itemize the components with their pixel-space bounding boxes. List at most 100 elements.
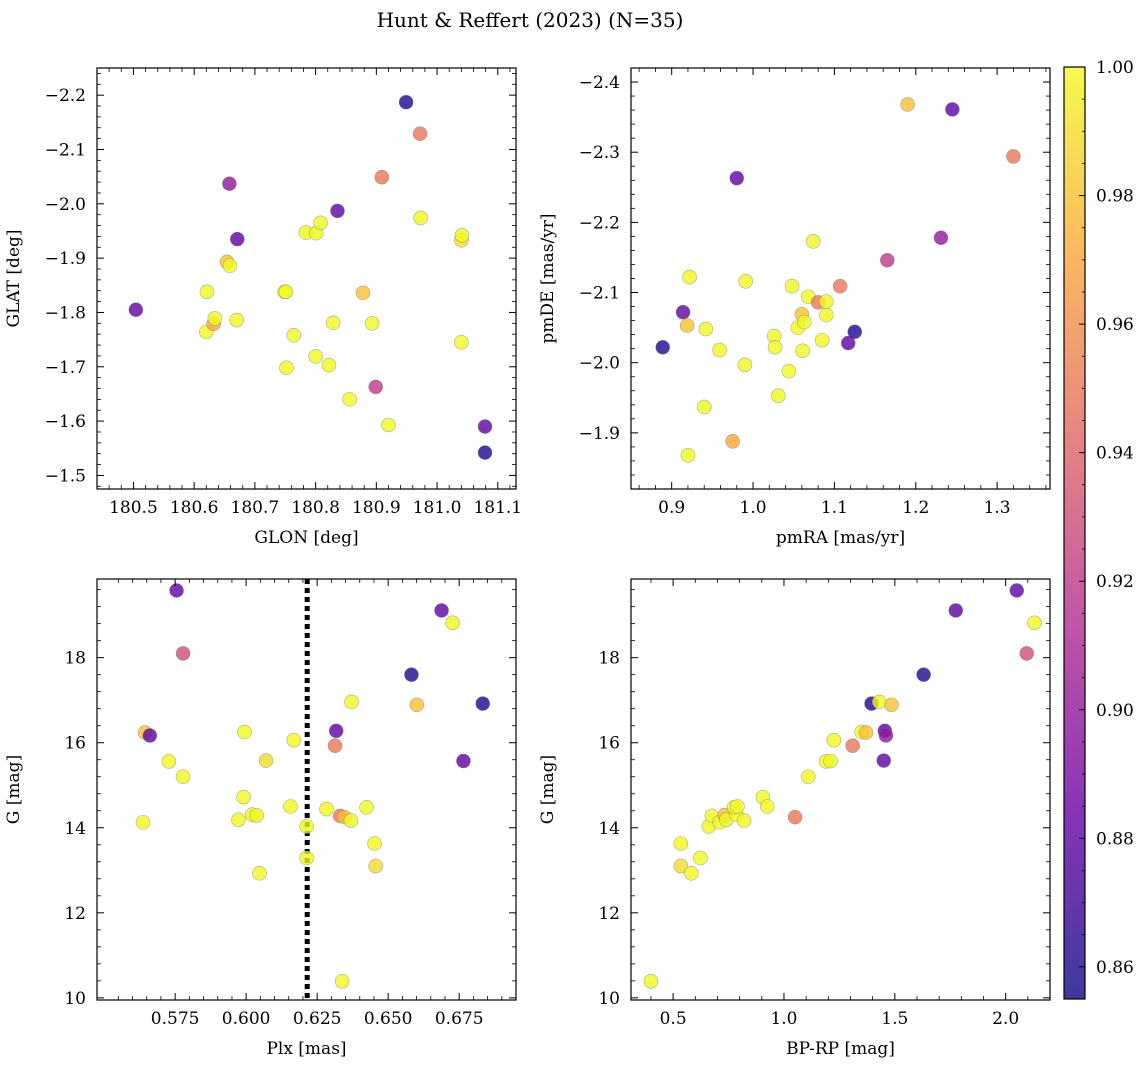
colorbar-tick-label: 0.92	[1096, 572, 1134, 592]
y-tick-label: −2.1	[45, 140, 86, 160]
panel-glon-glat: 180.5 180.6 180.7 180.8 180.9 181.0 181.1 −2.2 −…	[4, 67, 522, 548]
scatter-points	[643, 583, 1042, 989]
panel-bprp-g: 0.5 1.0 1.5 2.0 10 12 14 16 18 BP-RP [mag] G [mag]	[538, 578, 1051, 1059]
data-point	[655, 339, 671, 355]
scatter-points	[128, 94, 493, 460]
data-point	[477, 445, 493, 460]
data-point	[404, 667, 419, 682]
data-point	[840, 335, 856, 351]
axes-frame	[96, 67, 517, 490]
data-point	[258, 753, 274, 768]
data-point	[673, 858, 689, 874]
x-tick-label: 180.9	[352, 498, 401, 518]
colorbar-gradient	[1064, 67, 1085, 999]
data-point	[412, 126, 428, 142]
data-point	[725, 433, 740, 449]
data-point	[364, 316, 380, 331]
data-point	[1006, 149, 1021, 164]
data-point	[818, 307, 834, 323]
data-point	[1009, 583, 1025, 598]
colorbar-tick-label: 0.88	[1096, 829, 1134, 849]
y-tick-label: −1.9	[45, 249, 86, 269]
data-point	[1027, 615, 1042, 631]
data-point	[249, 808, 264, 823]
colorbar-tick-label: 0.90	[1096, 701, 1134, 721]
data-point	[698, 321, 714, 337]
x-tick-label: 0.650	[364, 1009, 413, 1029]
data-point	[398, 94, 414, 110]
data-point	[328, 723, 344, 739]
data-point	[299, 850, 314, 866]
y-tick-label: −2.3	[579, 143, 620, 163]
scatter-points	[135, 583, 491, 989]
data-point	[128, 302, 144, 318]
data-point	[948, 603, 964, 618]
data-point	[169, 583, 184, 598]
x-tick-label: 180.5	[109, 498, 158, 518]
y-axis-label: pmDE [mas/yr]	[538, 213, 558, 343]
data-point	[826, 732, 842, 748]
data-point	[673, 836, 689, 851]
data-point	[684, 865, 699, 881]
y-tick-label: 10	[598, 989, 620, 1009]
axes-frame	[96, 578, 517, 1001]
y-tick-label: 16	[64, 734, 86, 754]
data-point	[286, 327, 302, 343]
data-point	[818, 294, 834, 309]
data-point	[787, 809, 803, 825]
data-point	[231, 812, 246, 827]
data-point	[832, 278, 848, 294]
data-point	[884, 697, 899, 713]
data-point	[796, 314, 812, 330]
data-point	[878, 728, 894, 743]
x-tick-label: 1.2	[902, 498, 929, 518]
data-point	[374, 169, 390, 185]
data-point	[801, 769, 816, 785]
data-point	[334, 973, 350, 989]
y-axis-label: G [mag]	[4, 755, 24, 824]
data-point	[781, 363, 797, 379]
y-tick-label: −1.9	[579, 424, 620, 444]
x-axis-label: BP-RP [mag]	[786, 1039, 895, 1059]
data-point	[475, 696, 491, 711]
y-tick-label: −1.8	[45, 303, 86, 323]
data-point	[327, 738, 343, 753]
x-axis-label: GLON [deg]	[254, 528, 358, 548]
data-point	[222, 258, 238, 274]
data-point	[308, 349, 323, 364]
data-point	[712, 342, 727, 358]
data-point	[283, 799, 298, 814]
data-point	[814, 332, 830, 348]
x-tick-label: 1.5	[881, 1009, 908, 1029]
x-axis-label: Plx [mas]	[266, 1039, 346, 1059]
data-point	[222, 176, 237, 192]
data-point	[900, 97, 915, 112]
data-point	[760, 799, 775, 814]
y-tick-label: 14	[64, 819, 86, 839]
data-point	[207, 311, 223, 326]
data-point	[876, 753, 892, 768]
data-point	[738, 274, 754, 289]
data-point	[319, 801, 334, 817]
data-point	[679, 318, 695, 333]
data-point	[454, 335, 469, 350]
x-tick-label: 181.1	[473, 498, 522, 518]
data-point	[477, 419, 493, 434]
data-point	[368, 858, 383, 874]
data-point	[321, 357, 337, 373]
data-point	[795, 343, 810, 359]
y-axis-label: G [mag]	[538, 755, 558, 824]
data-point	[805, 234, 821, 249]
data-point	[445, 615, 460, 631]
colorbar-tick-label: 0.94	[1096, 444, 1134, 464]
data-point	[737, 357, 753, 373]
data-point	[355, 285, 371, 301]
data-point	[142, 728, 158, 743]
y-tick-label: 14	[598, 819, 620, 839]
data-point	[381, 417, 396, 433]
data-point	[252, 865, 267, 881]
data-point	[845, 738, 860, 753]
data-point	[313, 215, 328, 231]
x-tick-label: 0.625	[293, 1009, 342, 1029]
